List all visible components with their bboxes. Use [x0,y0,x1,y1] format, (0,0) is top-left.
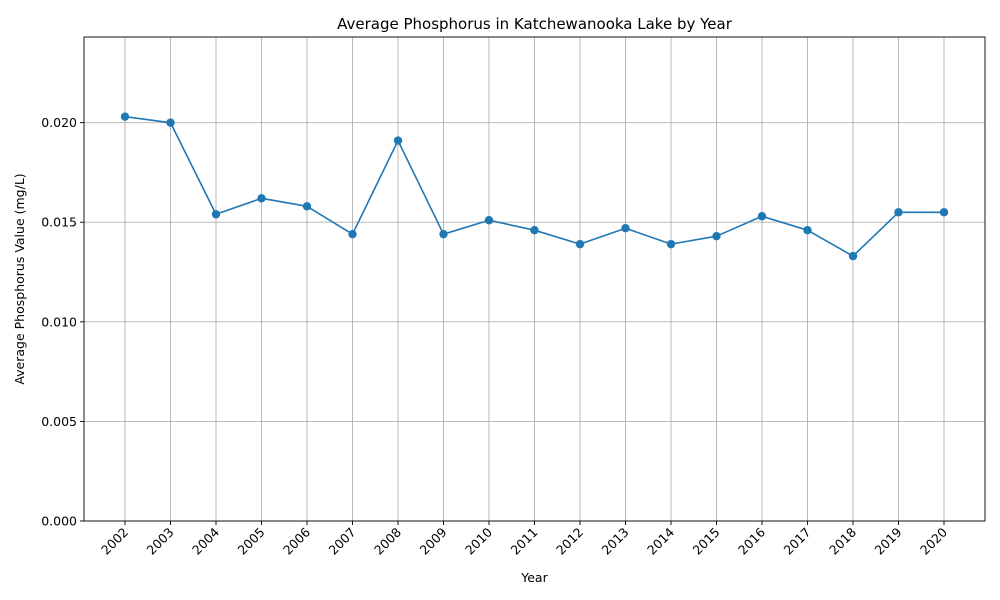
data-point [666,239,676,249]
y-tick-label: 0.020 [41,115,77,130]
x-tick-label: 2008 [371,524,404,557]
x-tick-label: 2003 [144,525,177,558]
x-tick-label: 2017 [781,525,814,558]
x-tick-label: 2019 [872,524,905,557]
x-axis-ticks: 2002 2003 2004 2005 2006 2007 2008 2009 2010 2011… [98,521,950,558]
x-tick-label: 2012 [553,525,586,558]
chart-title: Average Phosphorus in Katchewanooka Lake… [337,15,733,33]
x-tick-label: 2014 [644,524,677,557]
x-tick-label: 2005 [235,525,268,558]
data-point [621,224,630,233]
data-point [393,136,403,145]
y-tick-label: 0.010 [41,314,77,329]
x-tick-label: 2018 [826,524,859,557]
y-tick-label: 0.005 [41,414,77,429]
x-tick-label: 2007 [326,525,359,558]
x-tick-label: 2002 [98,525,131,558]
x-tick-label: 2006 [280,524,313,557]
x-tick-label: 2009 [417,524,450,557]
y-axis-ticks: 0.000 0.005 0.010 0.015 0.020 [41,115,84,529]
y-axis-title: Average Phosphorus Value (mg/L) [12,173,27,384]
data-point [166,118,175,127]
series-layer [120,112,949,261]
data-point [712,231,721,241]
data-point [257,194,266,203]
data-point [803,226,812,235]
data-point [894,208,903,217]
data-point [484,216,494,225]
data-point [439,229,448,239]
x-tick-label: 2004 [189,524,222,557]
y-tick-label: 0.000 [41,514,77,529]
data-point [211,210,221,219]
data-point [848,251,858,261]
x-tick-label: 2013 [599,525,632,558]
x-axis-title: Year [520,570,548,585]
x-tick-label: 2010 [462,524,495,557]
data-point [120,112,130,121]
data-point [530,226,539,235]
x-tick-label: 2015 [690,525,723,558]
x-tick-label: 2016 [735,524,768,557]
y-tick-label: 0.015 [41,215,77,230]
data-point [939,208,949,217]
x-tick-label: 2011 [508,525,541,558]
data-point [575,239,585,249]
data-point [757,212,767,221]
x-tick-label: 2020 [917,524,950,557]
data-point [302,202,312,211]
data-point [348,229,357,239]
